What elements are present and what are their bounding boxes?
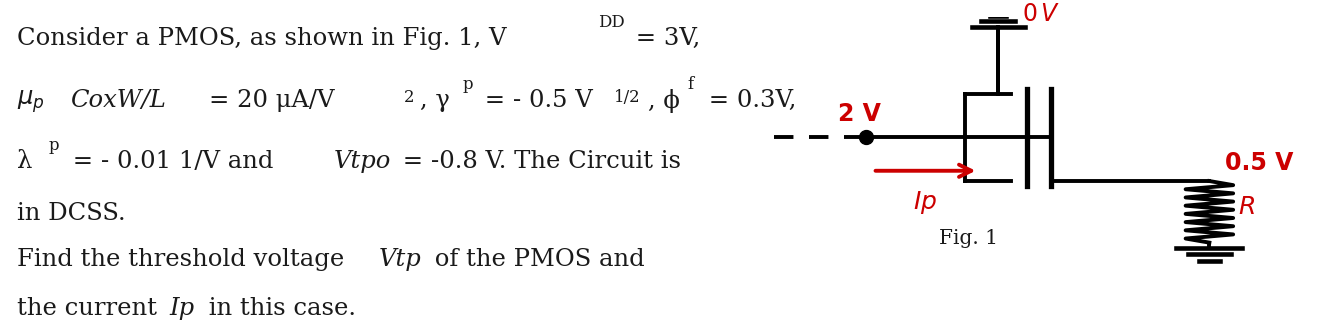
Text: of the PMOS and: of the PMOS and [426,248,644,271]
Text: Vtpo: Vtpo [335,150,392,173]
Text: 1/2: 1/2 [614,89,640,106]
Text: f: f [688,76,695,92]
Text: Ip: Ip [169,297,194,320]
Text: , ϕ: , ϕ [648,89,680,113]
Text: p: p [49,137,60,154]
Text: in DCSS.: in DCSS. [17,202,126,225]
Text: $\mu_p$: $\mu_p$ [17,89,45,115]
Text: = -0.8 V. The Circuit is: = -0.8 V. The Circuit is [394,150,681,173]
Text: $\mathit{Ip}$: $\mathit{Ip}$ [913,189,938,216]
Text: Fig. 1: Fig. 1 [939,229,998,248]
Text: Find the threshold voltage: Find the threshold voltage [17,248,352,271]
Text: Consider a PMOS, as shown in Fig. 1, V: Consider a PMOS, as shown in Fig. 1, V [17,27,507,50]
Text: 0.5 V: 0.5 V [1225,151,1294,175]
Text: $\mathit{R}$: $\mathit{R}$ [1238,195,1256,219]
Text: $\mathit{0\,V}$: $\mathit{0\,V}$ [1021,2,1060,26]
Text: λ: λ [17,150,33,173]
Text: 2: 2 [404,89,414,106]
Text: the current: the current [17,297,165,320]
Text: = - 0.5 V: = - 0.5 V [476,89,593,112]
Text: Vtp: Vtp [378,248,422,271]
Text: in this case.: in this case. [201,297,356,320]
Text: p: p [462,76,472,92]
Text: = 0.3V,: = 0.3V, [701,89,796,112]
Text: = 20 μA/V: = 20 μA/V [209,89,335,112]
Text: CoxW/L: CoxW/L [70,89,165,112]
Text: , γ: , γ [419,89,450,112]
Text: 2 V: 2 V [837,102,881,126]
Text: = 3V,: = 3V, [628,27,701,50]
Text: DD: DD [598,14,624,31]
Text: = - 0.01 1/V and: = - 0.01 1/V and [65,150,280,173]
